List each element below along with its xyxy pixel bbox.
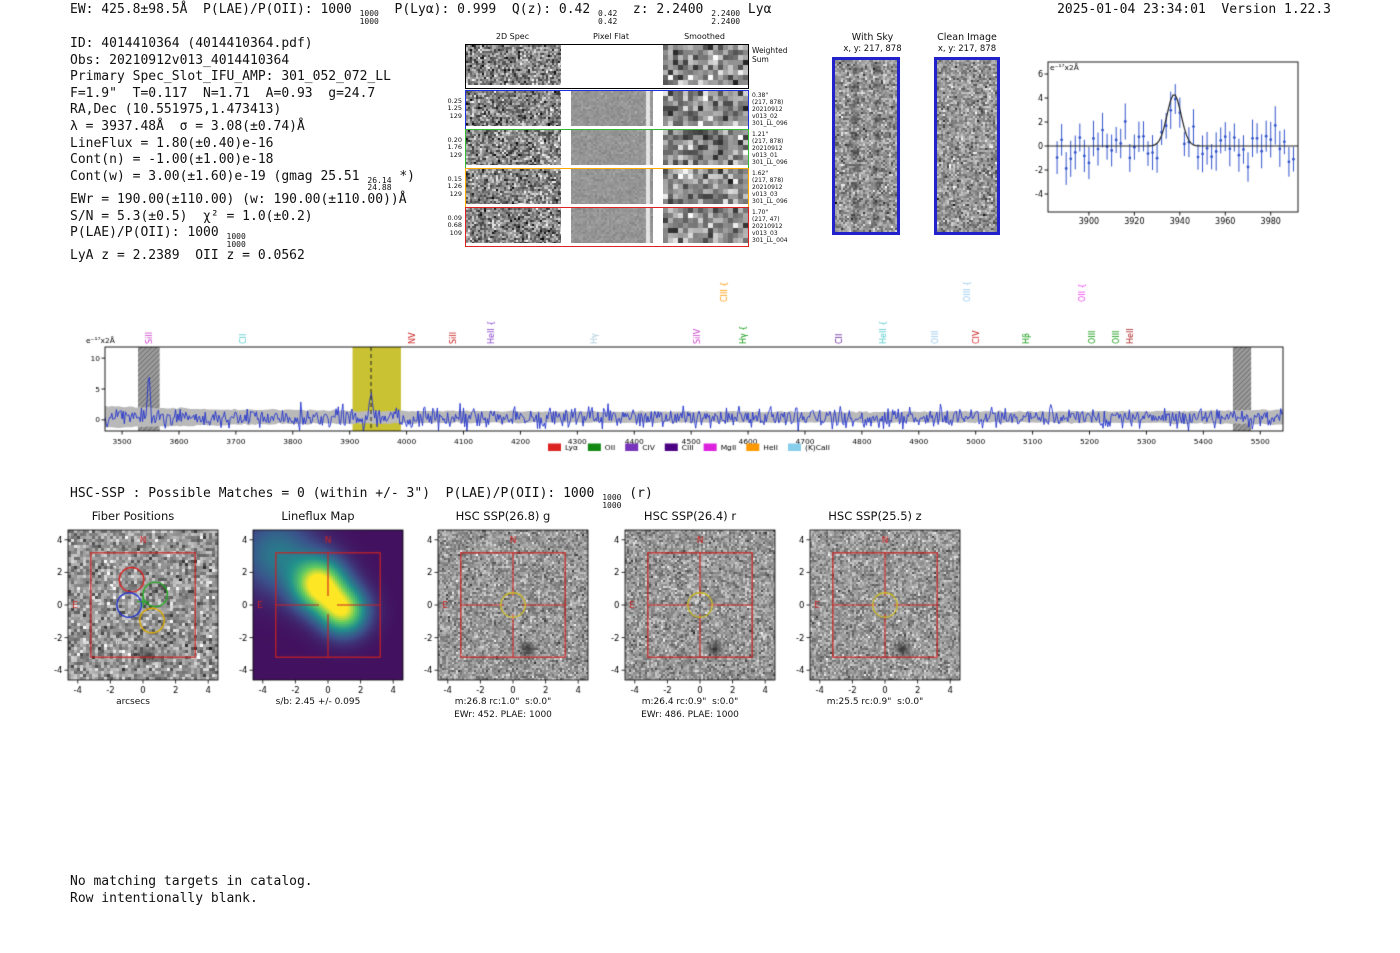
stacked-fraction: 0.42 0.42 xyxy=(598,9,618,26)
text-line: P(LAE)/P(OII): 1000 1000 1000 xyxy=(70,225,246,249)
text-line: Cont(n) = -1.00(±1.00)e-18 xyxy=(70,152,274,168)
spec2d-image xyxy=(466,91,561,126)
cutout-caption: arcsecs xyxy=(116,697,150,707)
clean-image xyxy=(937,60,997,232)
spec2d-row-annotation: 1.70" (217, 47) 20210912 v013_03 301_LL_004 xyxy=(752,209,788,244)
pixel-flat-image xyxy=(571,169,653,204)
spec2d-row-annotation: 1.21" (217, 878) 20210912 v013_01 301_LL_096 xyxy=(752,131,788,166)
spec2d-image xyxy=(466,130,561,165)
cutout-title: Lineflux Map xyxy=(281,509,355,523)
text-line: ID: 4014410364 (4014410364.pdf) xyxy=(70,36,313,51)
text-line: Cont(w) = 3.00(±1.60)e-19 (gmag 25.51 26… xyxy=(70,168,415,193)
cutout-image xyxy=(597,524,783,696)
cutout-panel-hsc-4: HSC SSP(25.5) z m:25.5 rc:0.9" s:0.0" xyxy=(782,508,968,709)
pixel-flat-image xyxy=(571,91,653,126)
spec2d-row xyxy=(465,44,749,89)
text-line: S/N = 5.3(±0.5) χ² = 1.0(±0.2) xyxy=(70,208,313,224)
clean-image-panel: Clean Image x, y: 217, 878 xyxy=(922,30,1012,245)
smoothed-image xyxy=(663,169,748,204)
spec2d-row xyxy=(465,207,749,247)
text-line: λ = 3937.48Å σ = 3.08(±0.74)Å xyxy=(70,118,305,134)
smoothed-image xyxy=(663,130,748,165)
cutout-caption: s/b: 2.45 +/- 0.095 xyxy=(275,697,361,707)
cutout-panel-hsc-2: HSC SSP(26.8) g m:26.8 rc:1.0" s:0.0" EWr:… xyxy=(410,508,596,722)
cutout-panel-lineflux-1: Lineflux Map s/b: 2.45 +/- 0.095 xyxy=(225,508,411,709)
spec2d-row-weights: 0.15 1.26 129 xyxy=(447,174,462,198)
cutout-caption: EWr: 452. PLAE: 1000 xyxy=(454,710,552,720)
cutout-panel-hsc-3: HSC SSP(26.4) r m:26.4 rc:0.9" s:0.0" EWr:… xyxy=(597,508,783,722)
cutout-title: Fiber Positions xyxy=(91,509,175,523)
with-sky-coords: x, y: 217, 878 xyxy=(843,44,902,54)
spec2d-image xyxy=(466,169,561,204)
line-fit-chart xyxy=(1030,48,1320,233)
text-line: RA,Dec (10.551975,1.473413) xyxy=(70,102,282,118)
spec2d-image xyxy=(466,45,561,85)
spec2d-row xyxy=(465,90,749,130)
cutout-caption: m:26.8 rc:1.0" s:0.0" xyxy=(454,697,552,707)
cutout-caption: m:26.4 rc:0.9" s:0.0" xyxy=(641,697,739,707)
header-timestamp-version: 2025-01-04 23:34:01 Version 1.22.3 xyxy=(1057,2,1331,17)
text-line: Primary Spec_Slot_IFU_AMP: 301_052_072_L… xyxy=(70,69,391,85)
stacked-fraction: 2.2400 2.2400 xyxy=(711,9,741,26)
with-sky-title: With Sky xyxy=(851,32,894,43)
spec2d-image xyxy=(466,208,561,243)
cutout-image xyxy=(410,524,596,696)
full-spectrum-chart xyxy=(80,262,1310,468)
spec2d-row-weights: 0.09 0.68 109 xyxy=(447,213,462,237)
text-line: EWr = 190.00(±110.00) (w: 190.00(±110.00… xyxy=(70,191,407,207)
with-sky-panel: With Sky x, y: 217, 878 xyxy=(825,30,920,245)
header-summary: EW: 425.8±98.5Å P(LAE)/P(OII): 1000 1000… xyxy=(70,2,772,26)
text-line: LyA z = 2.2389 OII z = 0.0562 xyxy=(70,248,305,264)
2d-spectra-panel: 2D Spec Pixel Flat Smoothed Weighted Sum 0.25… xyxy=(440,30,800,255)
spec2d-row-annotation: 1.62" (217, 878) 20210912 v013_03 301_LL_096 xyxy=(752,170,788,205)
spec2d-row-weights: 0.25 1.25 129 xyxy=(447,96,462,120)
stacked-fraction: 26.14 24.88 xyxy=(367,175,392,193)
detection-info-block: ID: 4014410364 (4014410364.pdf) Obs: 2021… xyxy=(70,36,415,265)
cutout-caption: m:25.5 rc:0.9" s:0.0" xyxy=(826,697,924,707)
spec2d-column-header: 2D Spec xyxy=(495,32,530,41)
text-line: F=1.9" T=0.117 N=1.71 A=0.93 g=24.7 xyxy=(70,85,376,101)
with-sky-frame xyxy=(832,57,900,235)
spec2d-row xyxy=(465,168,749,208)
pixel-flat-image xyxy=(571,130,653,165)
cutout-image xyxy=(40,524,226,696)
smoothed-image xyxy=(663,208,748,243)
text-line: No matching targets in catalog. xyxy=(70,874,313,889)
stacked-fraction: 1000 1000 xyxy=(226,232,246,249)
smoothed-image xyxy=(663,91,748,126)
smoothed-image xyxy=(663,45,748,85)
clean-image-frame xyxy=(934,57,1000,235)
cutout-image xyxy=(225,524,411,696)
cutout-title: HSC SSP(26.8) g xyxy=(455,509,551,523)
clean-image-coords: x, y: 217, 878 xyxy=(937,44,997,54)
spec2d-column-header: Smoothed xyxy=(684,32,725,41)
pixel-flat-image xyxy=(571,208,653,243)
hsc-match-summary: HSC-SSP : Possible Matches = 0 (within +… xyxy=(70,486,653,510)
with-sky-image xyxy=(835,60,897,232)
cutout-caption: EWr: 486. PLAE: 1000 xyxy=(641,710,739,720)
spec2d-row xyxy=(465,129,749,169)
spec2d-row-weights: 0.20 1.76 129 xyxy=(447,135,462,159)
cutout-panel-fiber-0: Fiber Positions arcsecs xyxy=(40,508,226,709)
text-line: LineFlux = 1.80(±0.40)e-16 xyxy=(70,135,274,151)
text-line: Obs: 20210912v013_4014410364 xyxy=(70,52,290,68)
spec2d-row-annotation: Weighted Sum xyxy=(752,46,788,64)
stacked-fraction: 1000 1000 xyxy=(359,9,379,26)
clean-image-title: Clean Image xyxy=(937,32,997,43)
text-line: Row intentionally blank. xyxy=(70,890,258,906)
cutout-title: HSC SSP(26.4) r xyxy=(643,509,737,523)
cutout-image xyxy=(782,524,968,696)
footer-notes: No matching targets in catalog. Row inten… xyxy=(70,874,313,907)
spec2d-column-header: Pixel Flat xyxy=(593,32,629,41)
spec2d-row-annotation: 0.38" (217, 878) 20210912 v013_02 301_LL_096 xyxy=(752,92,788,127)
stacked-fraction: 1000 1000 xyxy=(602,493,622,510)
cutout-title: HSC SSP(25.5) z xyxy=(828,509,922,523)
